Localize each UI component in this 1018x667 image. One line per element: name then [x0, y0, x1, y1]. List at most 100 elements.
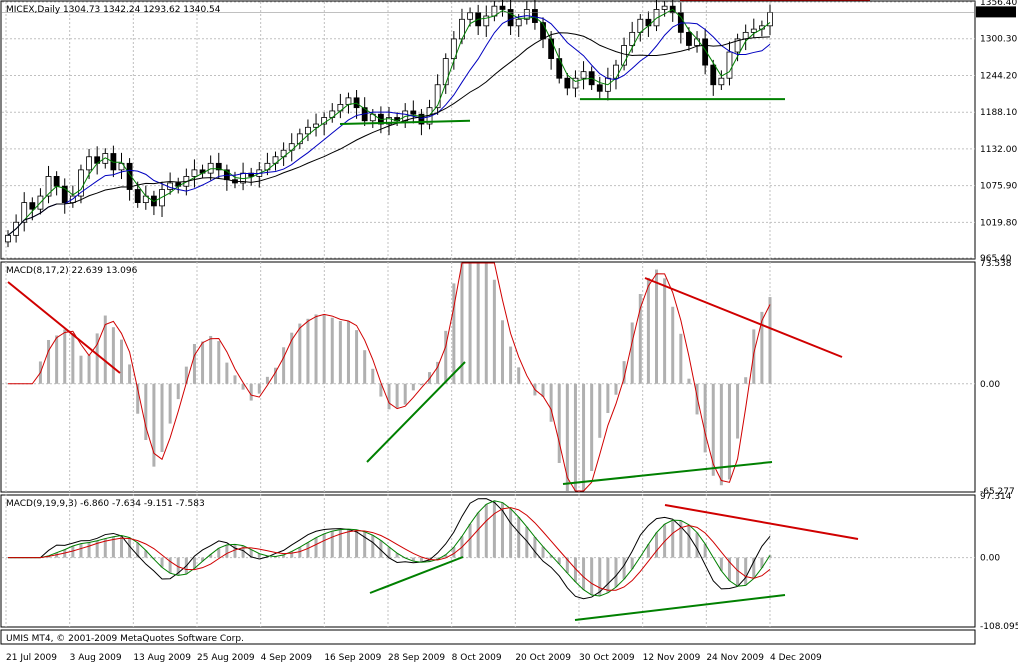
macd1-bar — [225, 362, 229, 384]
candle-body — [507, 9, 514, 27]
candle-body — [686, 31, 692, 46]
macd1-bar — [622, 361, 626, 384]
macd1-bar — [557, 383, 561, 463]
macd1-bar — [144, 383, 148, 440]
candle-body — [596, 84, 603, 92]
macd1-bar — [663, 278, 667, 384]
price-y-tick-label: 1075.90 — [980, 182, 1017, 192]
macd1-bar — [71, 333, 75, 384]
macd2-bar — [241, 545, 245, 558]
candle-body — [86, 156, 92, 171]
macd2-bar — [622, 557, 626, 580]
macd1-bar — [265, 376, 269, 384]
macd1-bar — [371, 368, 375, 384]
ma-mid-line — [7, 15, 771, 236]
x-tick-label: 25 Aug 2009 — [197, 653, 255, 663]
current-price-label: 1340.54 — [979, 8, 1016, 18]
macd2-bar — [565, 557, 569, 574]
price-trend-line — [339, 119, 471, 126]
candle-body — [305, 126, 311, 135]
macd1-bar — [192, 343, 196, 384]
candle-body — [126, 162, 133, 190]
macd2-bar — [379, 540, 383, 558]
macd2-bar — [492, 500, 496, 558]
candle-body — [191, 169, 198, 177]
price-title: MICEX,Daily 1304.73 1342.24 1293.62 1340… — [6, 5, 221, 15]
macd1-bar — [484, 263, 488, 384]
candle-body — [5, 234, 11, 243]
candle-body — [621, 45, 627, 66]
macd2-bar — [249, 549, 253, 558]
macd2-bar — [736, 557, 740, 587]
macd1-bar — [655, 269, 659, 384]
macd2-bar — [679, 520, 683, 558]
macd1-series — [7, 262, 843, 492]
macd2-bar — [703, 543, 707, 558]
macd2-bar — [614, 557, 618, 588]
footer-panel-frame — [0, 629, 976, 645]
macd2-signal-line — [8, 500, 771, 597]
macd2-bar — [355, 529, 359, 558]
candle-body — [702, 38, 709, 66]
x-tick-label: 4 Dec 2009 — [770, 653, 822, 663]
macd1-bar — [590, 383, 594, 472]
candle-body — [710, 64, 717, 86]
macd1-bar — [403, 383, 407, 405]
macd1-bar — [582, 383, 586, 491]
macd2-bar — [557, 557, 561, 565]
macd2-bar — [468, 523, 472, 558]
macd1-bar — [606, 383, 610, 413]
candle-body — [629, 31, 636, 46]
x-tick-label: 16 Sep 2009 — [324, 653, 381, 663]
macd1-bar — [419, 383, 423, 386]
macd1-bar — [306, 318, 310, 384]
macd2-bar — [192, 557, 196, 569]
macd2-bar — [87, 542, 91, 558]
candle-body — [207, 162, 214, 174]
macd2-bar — [257, 553, 261, 558]
price-series — [2, 0, 975, 248]
candle-body — [694, 38, 700, 46]
macd2-bar — [95, 540, 99, 558]
candle-body — [540, 22, 546, 40]
macd2-bar — [549, 555, 553, 558]
macd2-bar — [322, 533, 326, 558]
macd1-bar — [201, 341, 205, 384]
macd2-bar — [582, 557, 586, 590]
candle-body — [483, 15, 490, 27]
macd1-bar — [249, 383, 253, 401]
macd2-series — [8, 498, 859, 621]
macd1-y-tick-label: -65.277 — [980, 487, 1015, 497]
macd1-bar — [168, 383, 172, 424]
macd1-bar — [517, 367, 521, 384]
candle-body — [345, 97, 352, 105]
macd1-bar — [103, 315, 107, 384]
macd2-bar — [217, 548, 221, 558]
macd1-bar — [79, 355, 83, 384]
macd1-bar — [63, 329, 67, 384]
macd2-bar — [573, 557, 577, 582]
x-tick-label: 8 Oct 2009 — [452, 653, 502, 663]
x-tick-label: 4 Sep 2009 — [261, 653, 313, 663]
price-panel-frame — [0, 0, 976, 260]
axes: 1356.40 1300.30 1244.20 1188.10 1132.00 1075.… — [6, 0, 1018, 663]
candle-body — [572, 77, 579, 89]
macd2-bar — [144, 550, 148, 558]
macd1-bar — [411, 383, 415, 391]
macd1-trend-line — [644, 277, 843, 358]
macd2-bar — [314, 537, 318, 558]
candle-body — [418, 113, 425, 125]
macd2-bar — [103, 538, 107, 558]
candle-body — [450, 38, 457, 59]
macd2-bar — [136, 542, 140, 558]
macd2-bar — [533, 537, 537, 558]
macd2-bar — [671, 520, 675, 558]
price-y-tick-label: 1019.80 — [980, 218, 1017, 228]
macd2-bar — [687, 524, 691, 558]
macd1-bar — [55, 335, 59, 384]
candle-body — [21, 202, 28, 223]
macd1-bar — [687, 378, 691, 384]
candle-body — [45, 176, 52, 197]
macd1-trend-line — [562, 461, 773, 485]
